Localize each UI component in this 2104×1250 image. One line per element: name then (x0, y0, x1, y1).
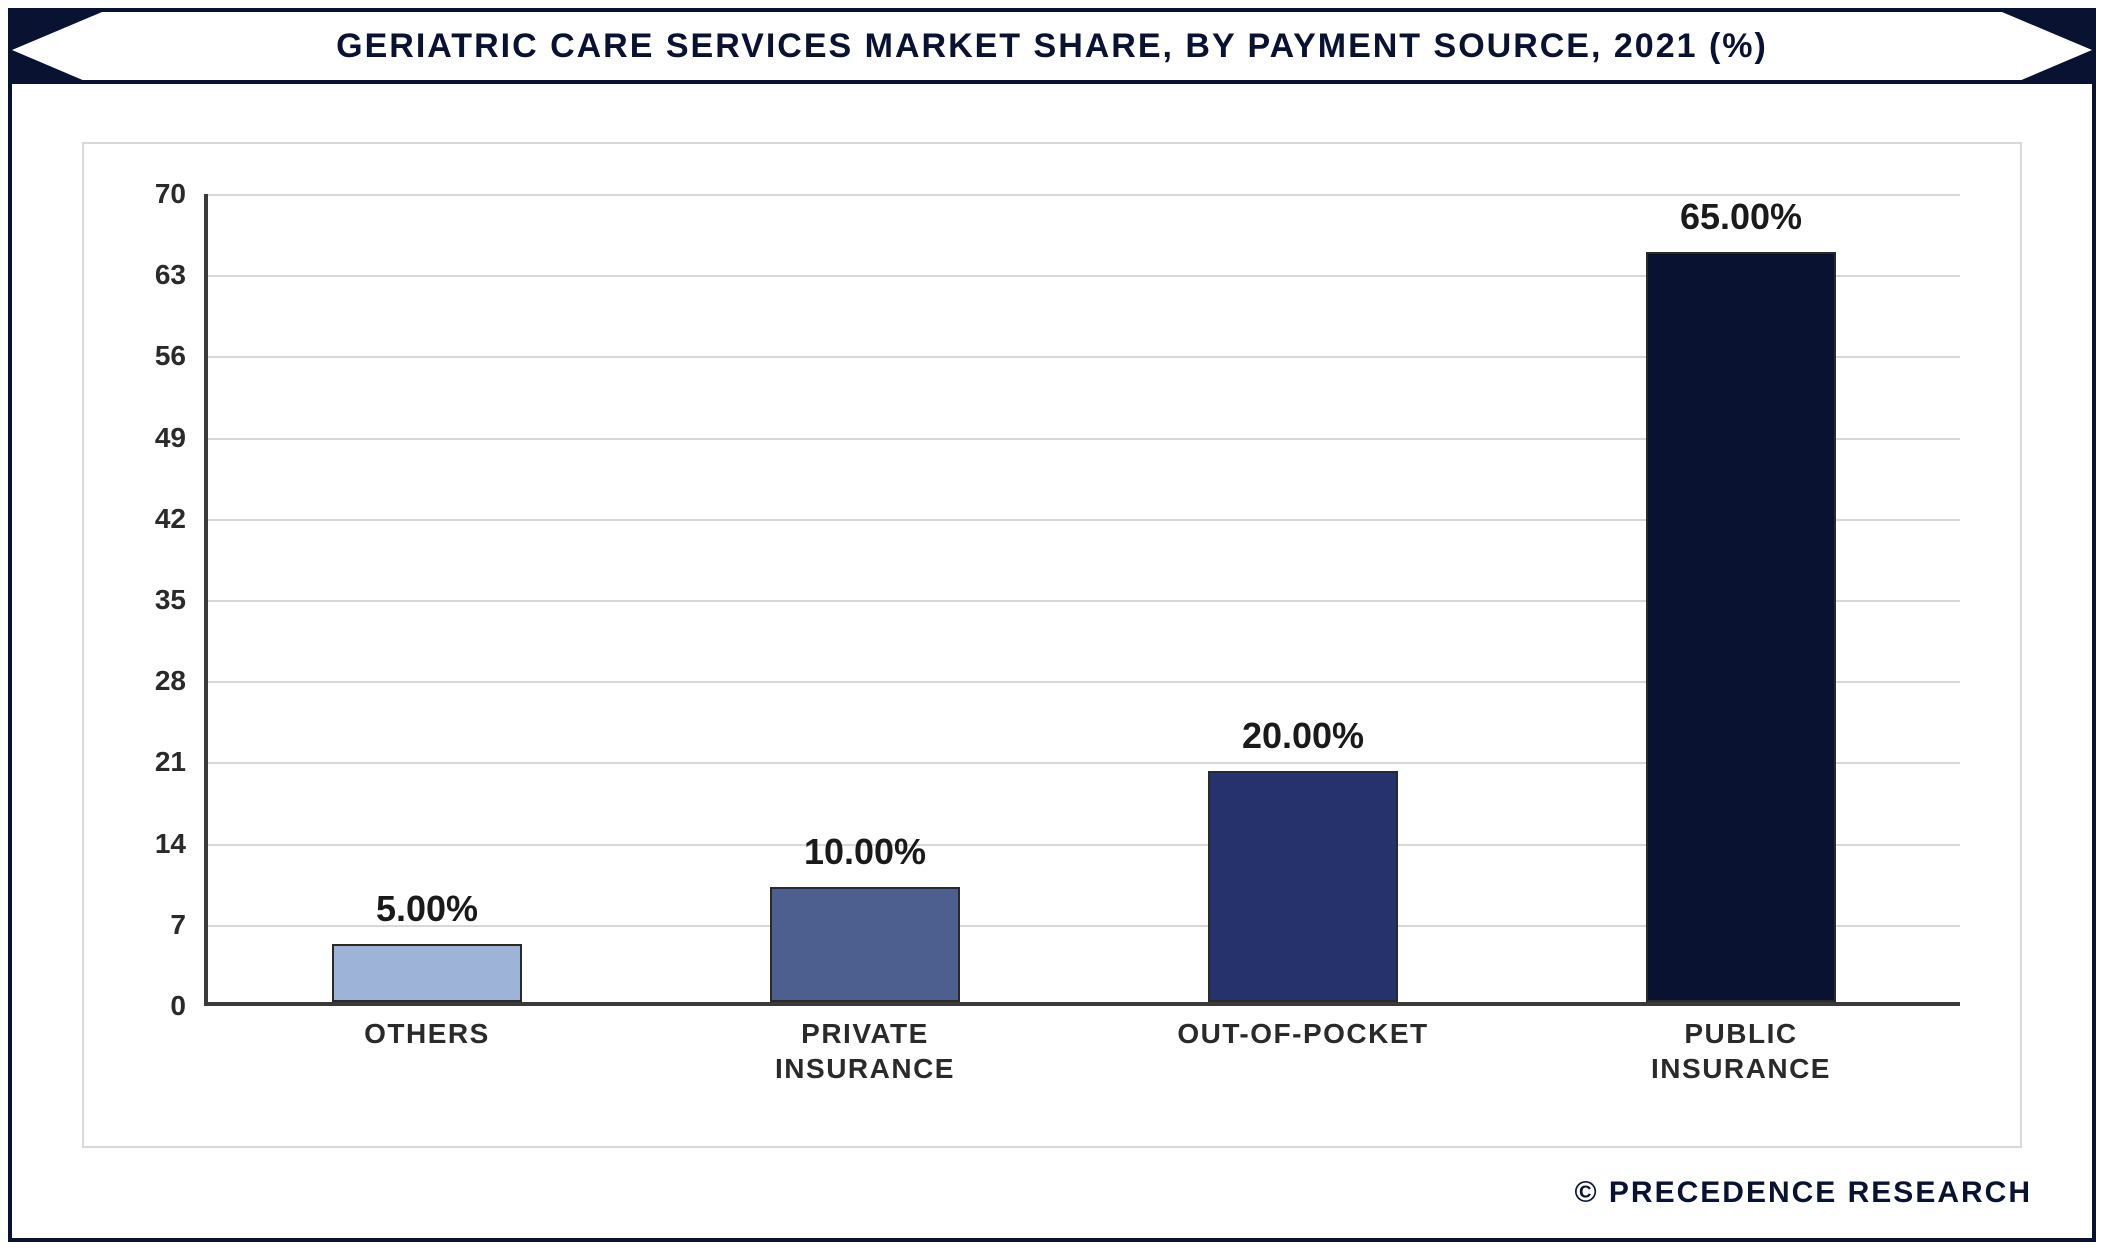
bar (1646, 252, 1836, 1002)
bar (1208, 771, 1398, 1002)
y-tick-label: 42 (155, 503, 204, 535)
chart-title: GERIATRIC CARE SERVICES MARKET SHARE, BY… (336, 27, 1768, 66)
bar-slot: 20.00% (1084, 194, 1522, 1002)
x-axis (204, 1002, 1960, 1006)
corner-decor (2002, 12, 2092, 50)
y-tick-label: 70 (155, 178, 204, 210)
bar (332, 944, 522, 1002)
chart-panel: 0 7 14 21 28 35 42 49 56 63 70 5.00% 10.00% 20.00% 65… (82, 142, 2022, 1148)
category-label: OTHERS (208, 1016, 646, 1106)
y-tick-label: 28 (155, 665, 204, 697)
bar-value-label: 5.00% (376, 888, 478, 930)
category-label: OUT-OF-POCKET (1084, 1016, 1522, 1106)
category-labels: OTHERSPRIVATEINSURANCEOUT-OF-POCKETPUBLI… (208, 1016, 1960, 1106)
chart-frame: GERIATRIC CARE SERVICES MARKET SHARE, BY… (8, 8, 2096, 1242)
y-tick-label: 63 (155, 259, 204, 291)
category-label: PUBLICINSURANCE (1522, 1016, 1960, 1106)
title-bar: GERIATRIC CARE SERVICES MARKET SHARE, BY… (12, 12, 2092, 84)
source-attribution: © PRECEDENCE RESEARCH (1574, 1176, 2032, 1210)
y-tick-label: 14 (155, 828, 204, 860)
corner-decor (12, 12, 102, 50)
bar-slot: 65.00% (1522, 194, 1960, 1002)
bar-slot: 5.00% (208, 194, 646, 1002)
y-tick-label: 21 (155, 746, 204, 778)
bar-value-label: 20.00% (1242, 715, 1364, 757)
bars-container: 5.00% 10.00% 20.00% 65.00% (208, 194, 1960, 1002)
y-tick-label: 49 (155, 422, 204, 454)
bar-value-label: 10.00% (804, 831, 926, 873)
plot-area: 07142128354249566370 5.00%10.00%20.00%65… (204, 194, 1960, 1006)
y-tick-label: 0 (170, 990, 204, 1022)
corner-decor (2012, 50, 2092, 84)
y-tick-label: 35 (155, 584, 204, 616)
y-tick-label: 56 (155, 340, 204, 372)
bar-value-label: 65.00% (1680, 196, 1802, 238)
y-tick-label: 7 (170, 909, 204, 941)
bar (770, 887, 960, 1002)
bar-slot: 10.00% (646, 194, 1084, 1002)
corner-decor (12, 50, 92, 84)
category-label: PRIVATEINSURANCE (646, 1016, 1084, 1106)
